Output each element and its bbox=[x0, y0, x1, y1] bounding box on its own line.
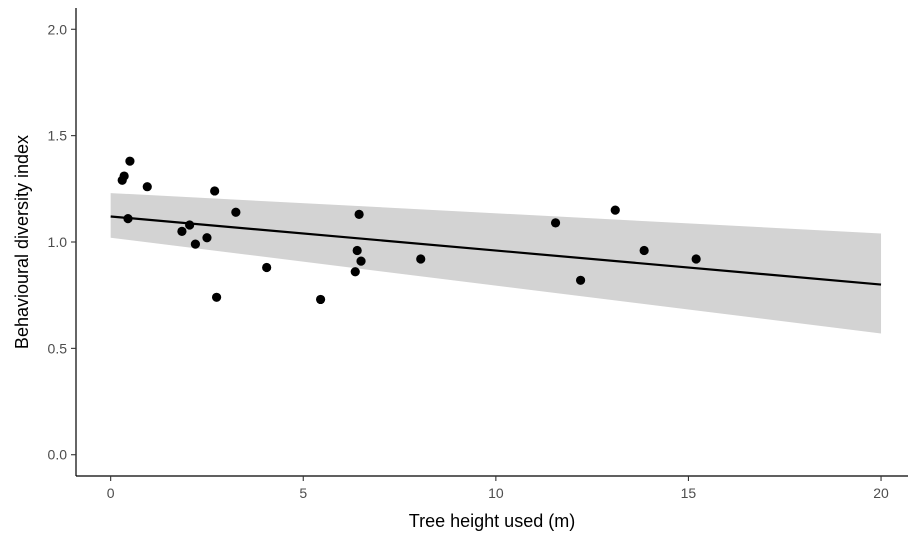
data-point bbox=[356, 257, 365, 266]
y-axis-title: Behavioural diversity index bbox=[12, 135, 32, 349]
data-point bbox=[210, 186, 219, 195]
x-tick-label: 10 bbox=[488, 485, 504, 501]
y-tick-label: 0.0 bbox=[48, 447, 68, 463]
data-point bbox=[212, 293, 221, 302]
data-point bbox=[191, 240, 200, 249]
data-point bbox=[611, 205, 620, 214]
data-point bbox=[123, 214, 132, 223]
data-point bbox=[143, 182, 152, 191]
x-tick-label: 0 bbox=[107, 485, 115, 501]
x-axis-title: Tree height used (m) bbox=[409, 511, 575, 531]
data-point bbox=[355, 210, 364, 219]
x-tick-label: 15 bbox=[681, 485, 697, 501]
y-tick-label: 2.0 bbox=[48, 21, 68, 37]
data-point bbox=[692, 254, 701, 263]
data-point bbox=[576, 276, 585, 285]
x-tick-label: 5 bbox=[299, 485, 307, 501]
data-point bbox=[120, 171, 129, 180]
data-point bbox=[353, 246, 362, 255]
data-point bbox=[202, 233, 211, 242]
y-tick-label: 0.5 bbox=[48, 340, 68, 356]
data-point bbox=[125, 157, 134, 166]
data-point bbox=[551, 218, 560, 227]
x-tick-label: 20 bbox=[873, 485, 889, 501]
data-point bbox=[231, 208, 240, 217]
data-point bbox=[177, 227, 186, 236]
data-point bbox=[416, 254, 425, 263]
data-point bbox=[640, 246, 649, 255]
y-tick-label: 1.0 bbox=[48, 234, 68, 250]
y-tick-label: 1.5 bbox=[48, 128, 68, 144]
data-point bbox=[185, 220, 194, 229]
data-point bbox=[262, 263, 271, 272]
data-point bbox=[316, 295, 325, 304]
data-point bbox=[351, 267, 360, 276]
